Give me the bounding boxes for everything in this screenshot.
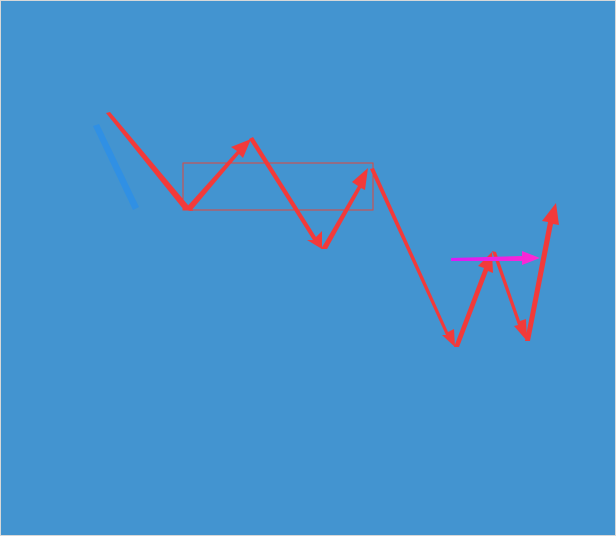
consolidation-range-box bbox=[182, 162, 374, 211]
leg-down-2 bbox=[249, 137, 322, 249]
leg-down-4 bbox=[492, 251, 527, 341]
leg-up-1 bbox=[184, 139, 251, 211]
leg-up-3 bbox=[454, 252, 493, 347]
leg-down-3 bbox=[370, 168, 455, 347]
faded-down-arrow bbox=[93, 124, 139, 210]
breakout-target-arrow bbox=[451, 251, 540, 265]
price-leg-arrows bbox=[106, 112, 559, 347]
leg-up-2 bbox=[321, 168, 368, 249]
leg-up-4 bbox=[525, 203, 559, 341]
leg-down-1 bbox=[106, 112, 193, 211]
